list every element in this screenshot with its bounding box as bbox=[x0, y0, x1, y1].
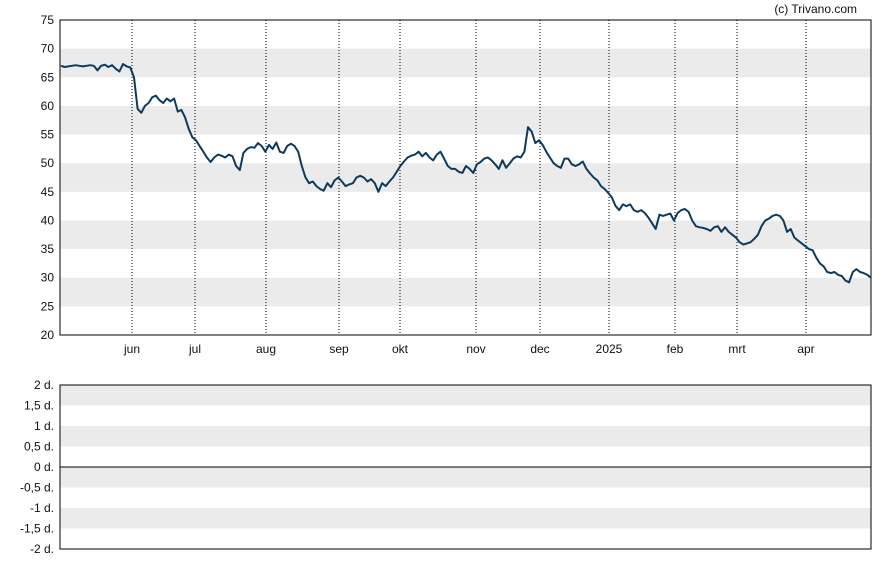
y-tick-label: 70 bbox=[41, 42, 55, 56]
y-tick-label: 55 bbox=[41, 128, 55, 142]
band bbox=[60, 426, 871, 447]
plot-frame bbox=[59, 19, 872, 336]
y-tick-label: 1 d. bbox=[34, 419, 54, 433]
band bbox=[60, 467, 871, 488]
y-tick-label: -0,5 d. bbox=[20, 481, 54, 495]
y-tick-label: 30 bbox=[41, 271, 55, 285]
y-tick-label: 35 bbox=[41, 242, 55, 256]
y-tick-label: 25 bbox=[41, 299, 55, 313]
y-tick-label: 50 bbox=[41, 156, 55, 170]
x-tick-label: mrt bbox=[728, 342, 746, 356]
x-tick-label: jun bbox=[123, 342, 140, 356]
y-tick-label: -2 d. bbox=[30, 542, 54, 556]
y-tick-label: 65 bbox=[41, 70, 55, 84]
band bbox=[60, 48, 871, 78]
band bbox=[60, 277, 871, 307]
x-tick-label: jul bbox=[188, 342, 201, 356]
price-series-line bbox=[60, 63, 872, 284]
band bbox=[60, 385, 871, 406]
y-tick-label: -1 d. bbox=[30, 501, 54, 515]
y-tick-label: 75 bbox=[41, 13, 55, 27]
y-tick-label: 45 bbox=[41, 185, 55, 199]
price-chart: 75 70 65 60 55 50 45 40 35 30 25 20 jun jul aug sep okt n… bbox=[41, 13, 872, 356]
y-tick-label: 20 bbox=[41, 328, 55, 342]
x-tick-label: apr bbox=[797, 342, 814, 356]
y-tick-label: 1,5 d. bbox=[24, 399, 54, 413]
y-tick-label: 0,5 d. bbox=[24, 440, 54, 454]
x-tick-label: okt bbox=[392, 342, 409, 356]
y-tick-label: 60 bbox=[41, 99, 55, 113]
x-tick-label: dec bbox=[530, 342, 549, 356]
x-tick-label: nov bbox=[466, 342, 485, 356]
x-tick-label: feb bbox=[667, 342, 684, 356]
band bbox=[60, 220, 871, 250]
y-tick-label: 40 bbox=[41, 213, 55, 227]
lower-chart: 2 d. 1,5 d. 1 d. 0,5 d. 0 d. -0,5 d. -1 d. -1,5… bbox=[20, 378, 872, 556]
x-tick-label: sep bbox=[329, 342, 349, 356]
x-tick-label: aug bbox=[256, 342, 276, 356]
x-tick-label: 2025 bbox=[596, 342, 623, 356]
y-tick-label: 0 d. bbox=[34, 460, 54, 474]
band bbox=[60, 508, 871, 529]
y-tick-label: 2 d. bbox=[34, 378, 54, 392]
credit-label: (c) Trivano.com bbox=[774, 2, 857, 16]
y-tick-label: -1,5 d. bbox=[20, 522, 54, 536]
